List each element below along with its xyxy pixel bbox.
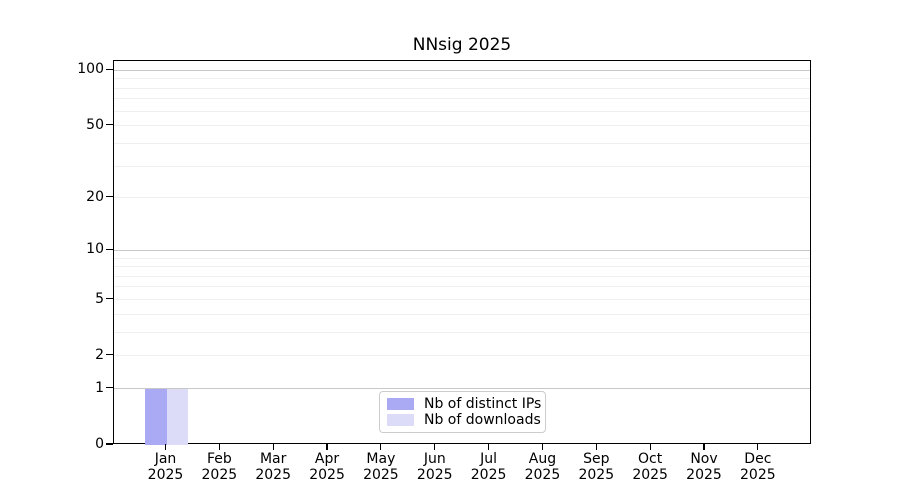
chart-title: NNsig 2025 — [412, 35, 512, 55]
bar-distinct-ips-jan — [145, 388, 167, 445]
legend-label-distinct-ips: Nb of distinct IPs — [424, 396, 542, 412]
y-gridline-major — [114, 69, 810, 71]
x-tick-mark — [757, 444, 759, 450]
x-tick-mark — [595, 444, 597, 450]
x-tick-month: Apr — [314, 451, 340, 467]
x-tick-month: Mar — [259, 451, 287, 467]
x-tick-year: 2025 — [416, 466, 453, 483]
y-gridline-minor — [114, 110, 810, 112]
y-gridline-minor — [114, 257, 810, 259]
y-gridline-minor — [114, 286, 810, 288]
x-tick-mark — [326, 444, 328, 450]
x-tick-label-jan: Jan 2025 — [126, 451, 206, 483]
y-tick-mark — [106, 248, 113, 250]
plot-area: Nb of distinct IPs Nb of downloads — [113, 60, 811, 445]
y-gridline-major — [114, 388, 810, 390]
y-gridline-minor — [114, 125, 810, 127]
x-tick-month: Aug — [528, 451, 557, 467]
y-tick-mark — [106, 443, 113, 445]
x-tick-mark — [488, 444, 490, 450]
x-tick-label-dec: Dec 2025 — [718, 451, 798, 483]
x-tick-label-jul: Jul 2025 — [449, 451, 529, 483]
y-gridline-major — [114, 249, 810, 251]
x-tick-year: 2025 — [524, 466, 561, 483]
legend-swatch-downloads — [387, 414, 414, 426]
y-tick-mark — [106, 387, 113, 389]
x-tick-month: Jun — [423, 451, 446, 467]
x-tick-mark — [164, 444, 167, 450]
y-gridline-minor — [114, 142, 810, 144]
y-gridline-minor — [114, 355, 810, 357]
x-tick-label-aug: Aug 2025 — [502, 451, 582, 483]
y-gridline-minor — [114, 331, 810, 333]
legend-swatch-distinct-ips — [387, 398, 414, 410]
x-tick-label-sep: Sep 2025 — [556, 451, 636, 483]
legend-item-downloads: Nb of downloads — [387, 412, 541, 428]
x-tick-year: 2025 — [686, 466, 722, 483]
x-tick-year: 2025 — [147, 466, 184, 483]
x-tick-year: 2025 — [309, 466, 345, 483]
y-gridline-minor — [114, 275, 810, 277]
x-tick-label-nov: Nov 2025 — [664, 451, 744, 483]
x-tick-label-feb: Feb 2025 — [179, 451, 259, 483]
y-tick-mark — [106, 354, 113, 356]
x-tick-label-mar: Mar 2025 — [233, 451, 313, 483]
y-gridline-minor — [114, 78, 810, 80]
y-tick-mark — [106, 68, 113, 70]
y-tick-label: 50 — [86, 116, 104, 133]
y-gridline-minor — [114, 98, 810, 100]
legend-label-downloads: Nb of downloads — [424, 412, 541, 428]
y-gridline-minor — [114, 197, 810, 199]
x-tick-year: 2025 — [363, 466, 399, 483]
y-tick-label: 10 — [86, 241, 104, 258]
x-tick-month: Sep — [583, 451, 610, 467]
y-tick-mark — [106, 196, 113, 198]
x-tick-mark — [380, 444, 382, 450]
x-tick-year: 2025 — [740, 466, 776, 483]
y-gridline-minor — [114, 313, 810, 315]
x-tick-year: 2025 — [578, 466, 615, 483]
x-tick-month: Feb — [206, 451, 232, 467]
y-tick-mark — [106, 124, 113, 126]
y-tick-label: 5 — [95, 290, 104, 307]
x-tick-mark — [703, 444, 705, 450]
x-tick-month: Oct — [638, 451, 663, 467]
x-tick-label-may: May 2025 — [341, 451, 421, 483]
x-tick-mark — [649, 444, 651, 450]
y-gridline-minor — [114, 266, 810, 268]
x-tick-year: 2025 — [632, 466, 668, 483]
y-tick-label: 2 — [95, 346, 104, 363]
x-tick-year: 2025 — [470, 466, 507, 483]
x-tick-month: Jan — [154, 451, 177, 467]
y-tick-label: 20 — [86, 188, 104, 205]
x-tick-label-oct: Oct 2025 — [610, 451, 690, 483]
y-tick-mark — [106, 297, 113, 300]
y-tick-label: 0 — [95, 436, 104, 452]
y-tick-label: 1 — [95, 379, 104, 396]
x-tick-mark — [541, 444, 544, 450]
legend-item-distinct-ips: Nb of distinct IPs — [387, 396, 542, 412]
x-tick-mark — [218, 444, 220, 450]
y-gridline-minor — [114, 165, 810, 167]
x-tick-mark — [272, 444, 274, 450]
x-tick-month: May — [366, 451, 396, 467]
y-gridline-minor — [114, 299, 810, 300]
x-tick-label-jun: Jun 2025 — [395, 451, 475, 483]
x-tick-year: 2025 — [201, 466, 238, 483]
x-tick-month: Jul — [480, 451, 498, 467]
x-tick-year: 2025 — [255, 466, 291, 483]
x-tick-mark — [434, 444, 436, 450]
x-tick-month: Nov — [690, 451, 718, 467]
x-tick-month: Dec — [744, 451, 772, 467]
y-tick-label: 100 — [77, 61, 104, 78]
legend: Nb of distinct IPs Nb of downloads — [379, 391, 546, 433]
bar-downloads-jan — [166, 388, 188, 445]
x-tick-label-apr: Apr 2025 — [287, 451, 367, 483]
y-gridline-minor — [114, 87, 810, 89]
